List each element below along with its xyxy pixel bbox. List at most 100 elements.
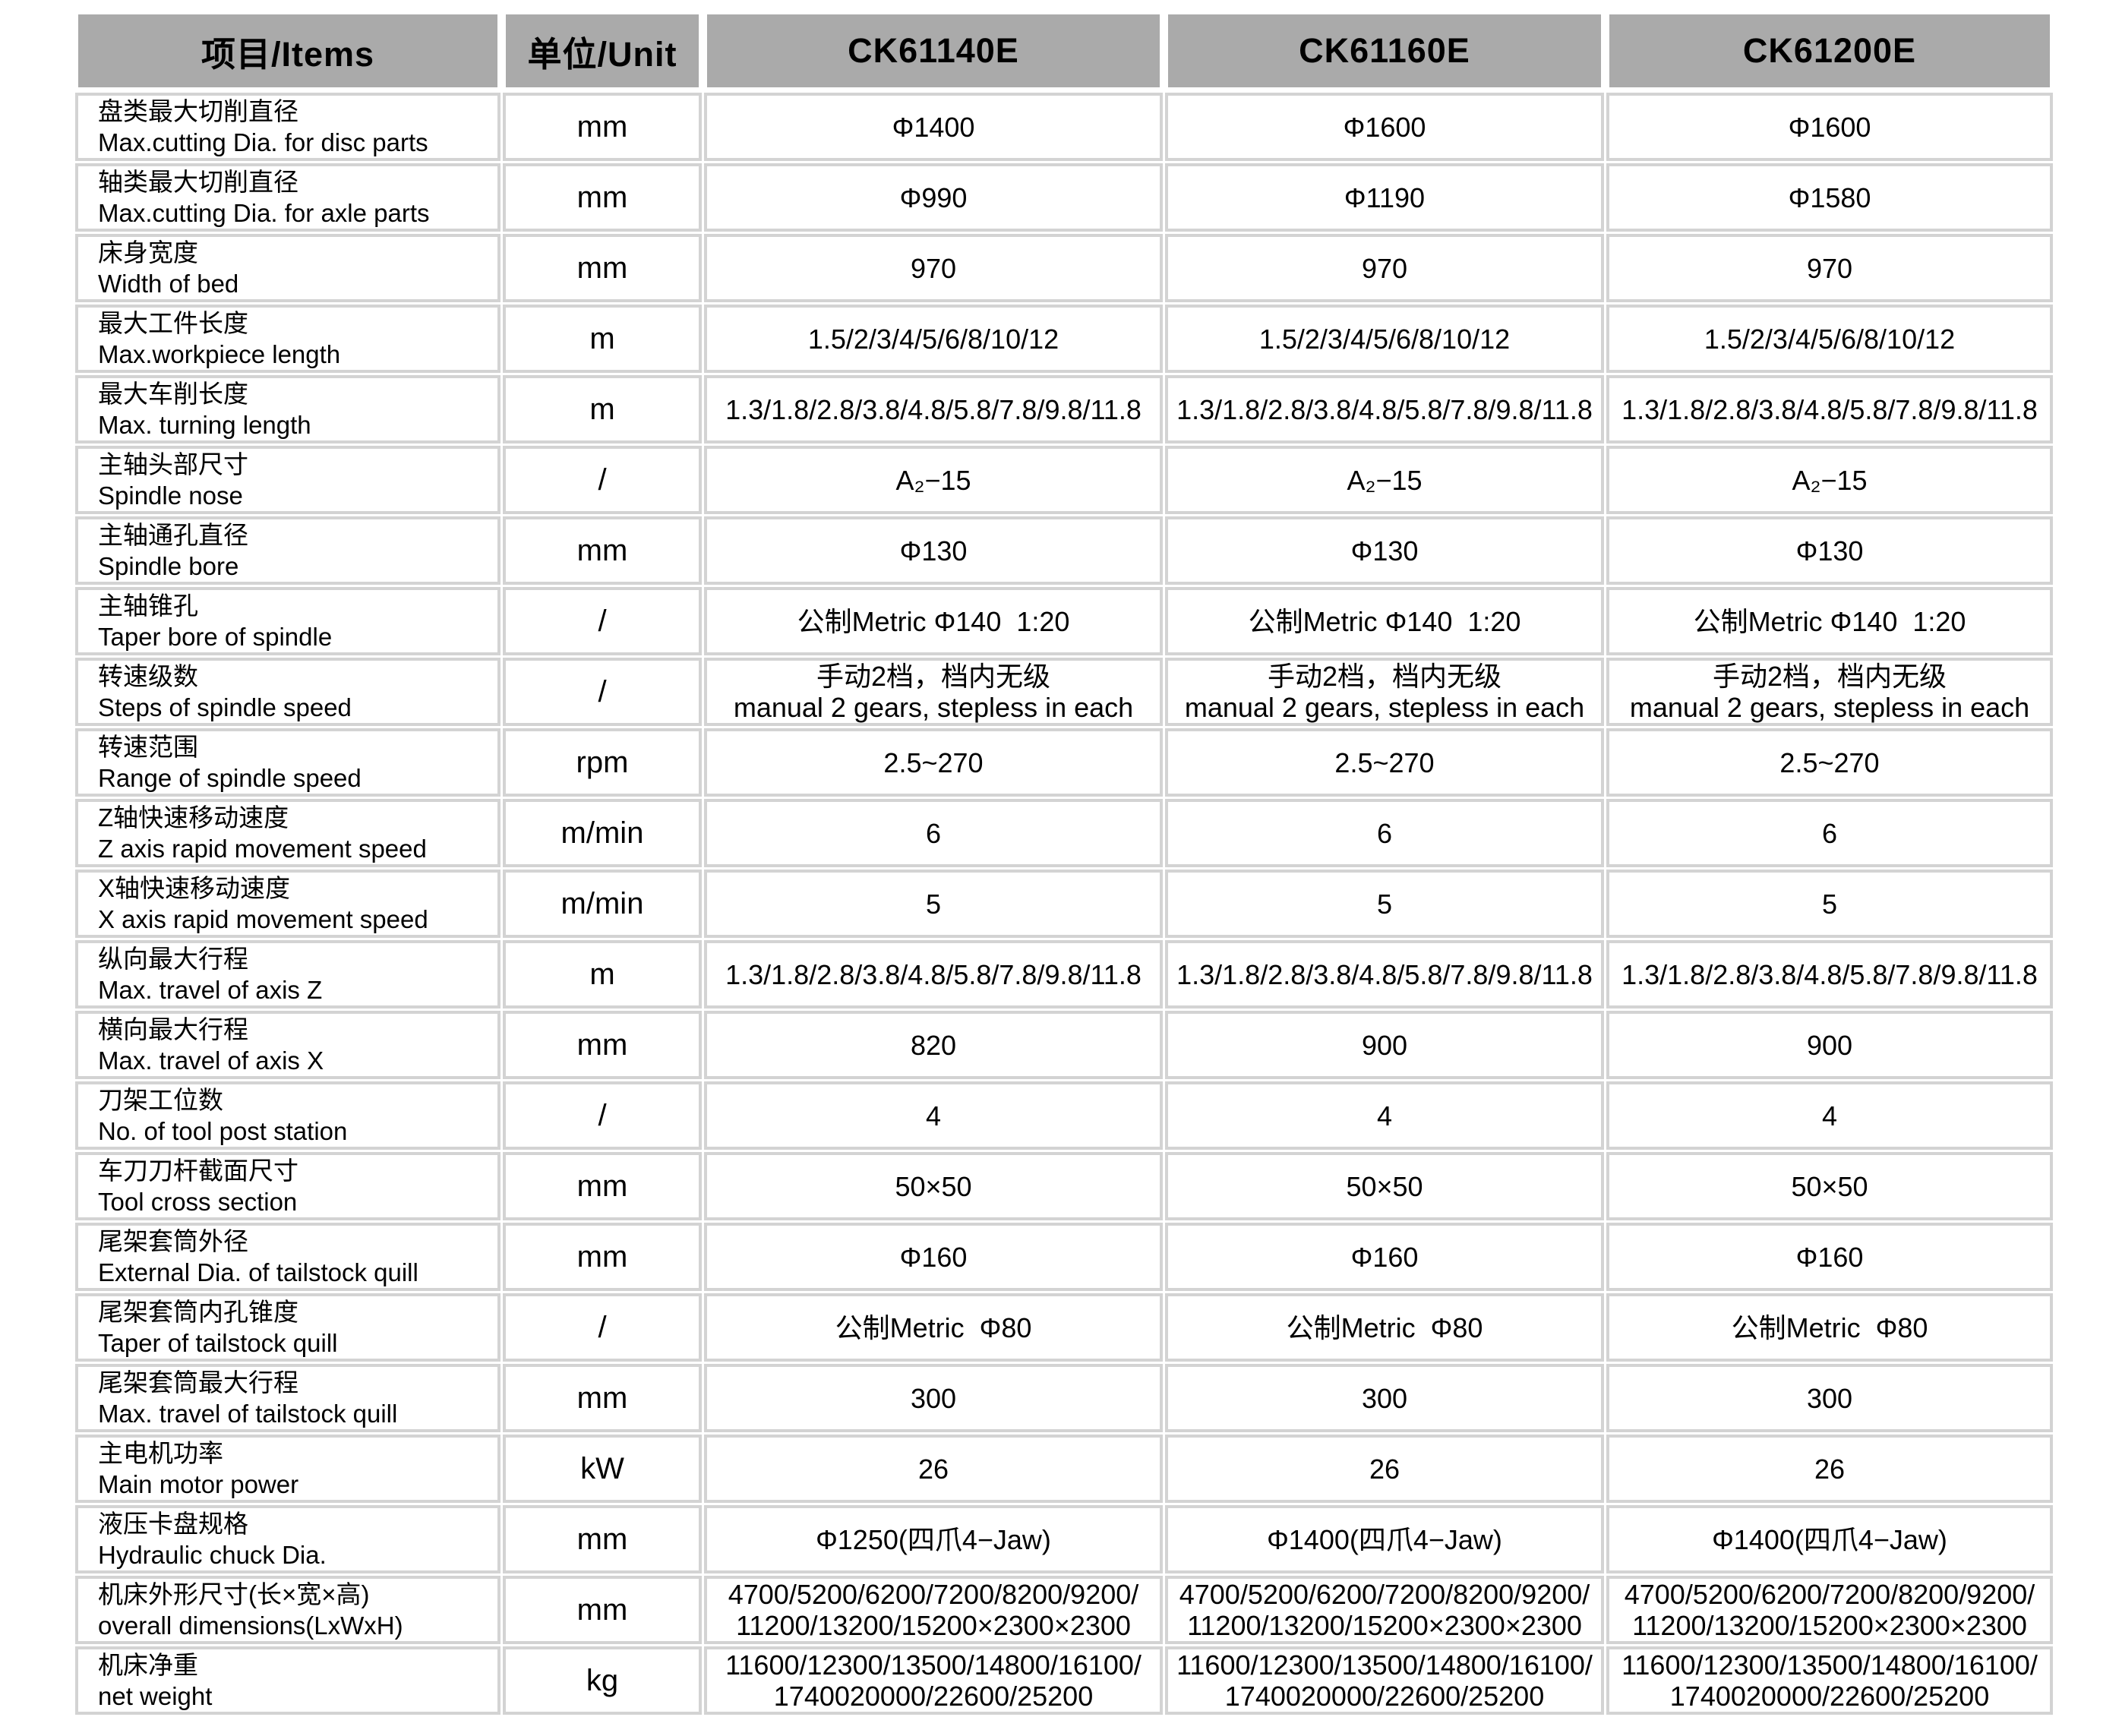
table-row: 纵向最大行程 Max. travel of axis Z m 1.3/1.8/2… <box>75 940 2053 1008</box>
value-cell-ck61160e: 6 <box>1165 799 1604 867</box>
item-label-cell: 液压卡盘规格 Hydraulic chuck Dia. <box>75 1505 501 1573</box>
value-cell-ck61200e: 手动2档，档内无级 manual 2 gears, stepless in ea… <box>1606 658 2053 726</box>
item-label-en: Z axis rapid movement speed <box>98 835 427 863</box>
header-model-ck61200e: CK61200E <box>1606 11 2053 90</box>
table-row: 尾架套筒最大行程 Max. travel of tailstock quill … <box>75 1364 2053 1432</box>
value-cell-ck61200e: Φ130 <box>1606 516 2053 585</box>
item-label-cell: 床身宽度 Width of bed <box>75 234 501 302</box>
unit-cell: m/min <box>503 870 702 938</box>
table-row: 横向最大行程 Max. travel of axis X mm 820 900 … <box>75 1011 2053 1079</box>
value-cell-ck61200e: 50×50 <box>1606 1152 2053 1220</box>
value-cell-ck61200e: 公制Metric Φ140 1:20 <box>1606 587 2053 655</box>
value-cell-ck61140e: 970 <box>704 234 1163 302</box>
item-label-en: Hydraulic chuck Dia. <box>98 1541 327 1569</box>
item-label-cn: X轴快速移动速度 <box>98 874 291 902</box>
item-label-cn: 主轴锥孔 <box>98 592 198 620</box>
item-label-en: net weight <box>98 1682 213 1710</box>
item-label-cn: 车刀刀杆截面尺寸 <box>98 1157 298 1185</box>
value-cell-ck61160e: Φ1190 <box>1165 163 1604 232</box>
value-cell-ck61140e: Φ990 <box>704 163 1163 232</box>
item-label-cell: 最大工件长度 Max.workpiece length <box>75 305 501 373</box>
value-cell-ck61140e: Φ1400 <box>704 93 1163 161</box>
item-label-cell: 机床净重 net weight <box>75 1646 501 1715</box>
item-label-cell: 转速范围 Range of spindle speed <box>75 728 501 797</box>
value-cell-ck61200e: 1.3/1.8/2.8/3.8/4.8/5.8/7.8/9.8/11.8 <box>1606 940 2053 1008</box>
item-label-cn: 尾架套筒最大行程 <box>98 1368 298 1397</box>
value-cell-ck61140e: 50×50 <box>704 1152 1163 1220</box>
header-items: 项目/Items <box>75 11 501 90</box>
table-row: X轴快速移动速度 X axis rapid movement speed m/m… <box>75 870 2053 938</box>
unit-cell: mm <box>503 1576 702 1644</box>
item-label-cell: 车刀刀杆截面尺寸 Tool cross section <box>75 1152 501 1220</box>
table-row: 主轴通孔直径 Spindle bore mm Φ130 Φ130 Φ130 <box>75 516 2053 585</box>
item-label-cn: 最大车削长度 <box>98 380 248 408</box>
item-label-cn: 尾架套筒内孔锥度 <box>98 1298 298 1326</box>
spec-table: 项目/Items 单位/Unit CK61140E CK61160E CK612… <box>73 9 2055 1717</box>
value-cell-ck61140e: 11600/12300/13500/14800/16100/ 174002000… <box>704 1646 1163 1715</box>
table-row: 主电机功率 Main motor power kW 26 26 26 <box>75 1435 2053 1503</box>
unit-cell: kW <box>503 1435 702 1503</box>
value-cell-ck61140e: 手动2档，档内无级 manual 2 gears, stepless in ea… <box>704 658 1163 726</box>
value-cell-ck61140e: 6 <box>704 799 1163 867</box>
item-label-cell: X轴快速移动速度 X axis rapid movement speed <box>75 870 501 938</box>
value-cell-ck61160e: 2.5~270 <box>1165 728 1604 797</box>
value-cell-ck61140e: 1.5/2/3/4/5/6/8/10/12 <box>704 305 1163 373</box>
item-label-cell: 主轴锥孔 Taper bore of spindle <box>75 587 501 655</box>
spec-table-body: 盘类最大切削直径 Max.cutting Dia. for disc parts… <box>75 93 2053 1715</box>
value-cell-ck61160e: 50×50 <box>1165 1152 1604 1220</box>
value-cell-ck61160e: 970 <box>1165 234 1604 302</box>
item-label-en: Tool cross section <box>98 1188 298 1216</box>
item-label-cn: 机床净重 <box>98 1651 198 1679</box>
item-label-en: X axis rapid movement speed <box>98 905 428 933</box>
value-cell-ck61200e: A₂−15 <box>1606 446 2053 514</box>
item-label-en: External Dia. of tailstock quill <box>98 1258 418 1286</box>
table-row: 机床外形尺寸(长×宽×高) overall dimensions(LxWxH) … <box>75 1576 2053 1644</box>
value-cell-ck61140e: Φ160 <box>704 1223 1163 1291</box>
item-label-en: Taper bore of spindle <box>98 623 333 651</box>
item-label-cn: Z轴快速移动速度 <box>98 803 289 832</box>
item-label-cell: 轴类最大切削直径 Max.cutting Dia. for axle parts <box>75 163 501 232</box>
table-row: Z轴快速移动速度 Z axis rapid movement speed m/m… <box>75 799 2053 867</box>
item-label-cn: 纵向最大行程 <box>98 945 248 973</box>
item-label-cn: 液压卡盘规格 <box>98 1510 248 1538</box>
value-cell-ck61200e: 11600/12300/13500/14800/16100/ 174002000… <box>1606 1646 2053 1715</box>
value-cell-ck61140e: 300 <box>704 1364 1163 1432</box>
item-label-en: Taper of tailstock quill <box>98 1329 338 1357</box>
unit-cell: mm <box>503 163 702 232</box>
item-label-en: Spindle bore <box>98 552 239 580</box>
value-cell-ck61200e: 公制Metric Φ80 <box>1606 1293 2053 1362</box>
item-label-cell: 横向最大行程 Max. travel of axis X <box>75 1011 501 1079</box>
header-unit: 单位/Unit <box>503 11 702 90</box>
value-cell-ck61140e: Φ1250(四爪4−Jaw) <box>704 1505 1163 1573</box>
value-cell-ck61160e: 1.3/1.8/2.8/3.8/4.8/5.8/7.8/9.8/11.8 <box>1165 940 1604 1008</box>
item-label-en: Max.workpiece length <box>98 340 341 368</box>
item-label-en: No. of tool post station <box>98 1117 348 1145</box>
value-cell-ck61200e: 4 <box>1606 1081 2053 1150</box>
item-label-cn: 横向最大行程 <box>98 1015 248 1043</box>
item-label-cell: 尾架套筒外径 External Dia. of tailstock quill <box>75 1223 501 1291</box>
value-cell-ck61140e: 1.3/1.8/2.8/3.8/4.8/5.8/7.8/9.8/11.8 <box>704 940 1163 1008</box>
value-cell-ck61160e: 11600/12300/13500/14800/16100/ 174002000… <box>1165 1646 1604 1715</box>
unit-cell: / <box>503 1293 702 1362</box>
value-cell-ck61160e: 1.3/1.8/2.8/3.8/4.8/5.8/7.8/9.8/11.8 <box>1165 375 1604 443</box>
value-cell-ck61200e: 300 <box>1606 1364 2053 1432</box>
value-cell-ck61140e: 820 <box>704 1011 1163 1079</box>
table-row: 盘类最大切削直径 Max.cutting Dia. for disc parts… <box>75 93 2053 161</box>
item-label-cn: 尾架套筒外径 <box>98 1227 248 1255</box>
item-label-cell: 主电机功率 Main motor power <box>75 1435 501 1503</box>
value-cell-ck61140e: 公制Metric Φ80 <box>704 1293 1163 1362</box>
value-cell-ck61200e: 4700/5200/6200/7200/8200/9200/ 11200/132… <box>1606 1576 2053 1644</box>
item-label-cn: 床身宽度 <box>98 238 198 267</box>
value-cell-ck61160e: 4 <box>1165 1081 1604 1150</box>
value-cell-ck61160e: 公制Metric Φ140 1:20 <box>1165 587 1604 655</box>
value-cell-ck61140e: Φ130 <box>704 516 1163 585</box>
value-cell-ck61140e: 公制Metric Φ140 1:20 <box>704 587 1163 655</box>
value-cell-ck61140e: 26 <box>704 1435 1163 1503</box>
value-cell-ck61200e: 1.5/2/3/4/5/6/8/10/12 <box>1606 305 2053 373</box>
header-model-ck61160e: CK61160E <box>1165 11 1604 90</box>
table-row: 机床净重 net weight kg 11600/12300/13500/148… <box>75 1646 2053 1715</box>
unit-cell: rpm <box>503 728 702 797</box>
value-cell-ck61200e: 6 <box>1606 799 2053 867</box>
item-label-en: Width of bed <box>98 270 239 298</box>
table-row: 尾架套筒内孔锥度 Taper of tailstock quill / 公制Me… <box>75 1293 2053 1362</box>
